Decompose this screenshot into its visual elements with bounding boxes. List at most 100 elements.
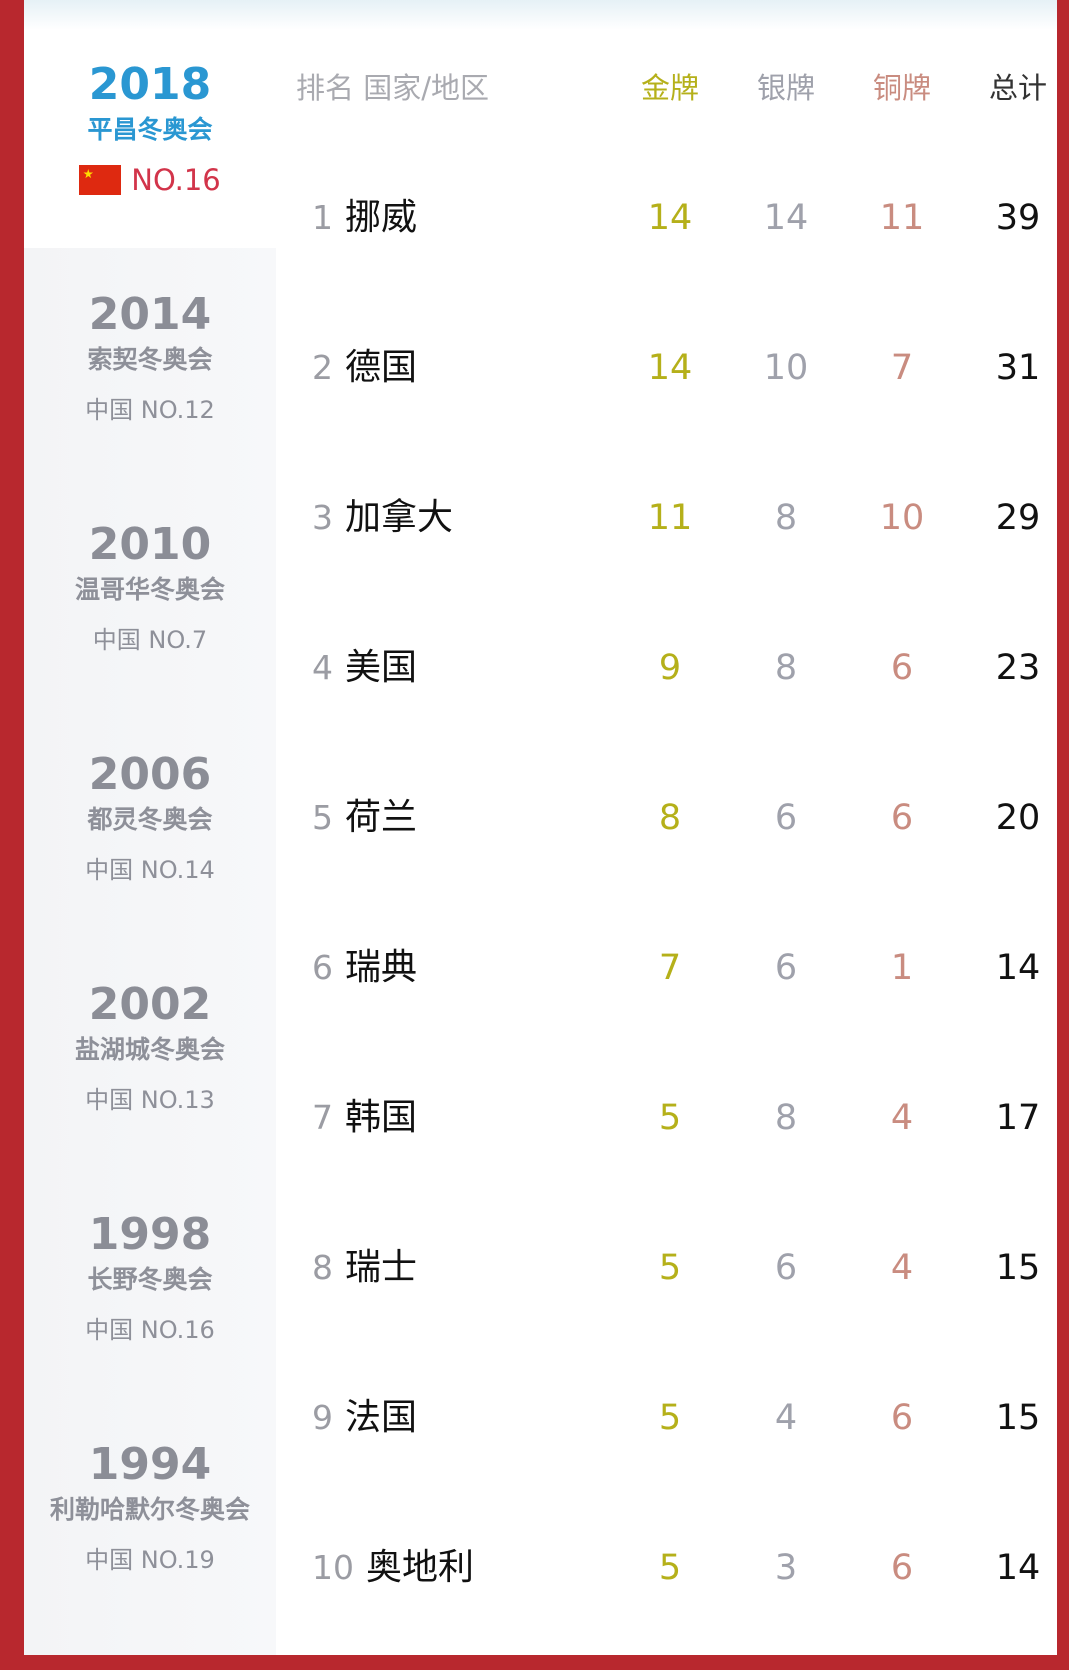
bronze-count: 6 — [890, 798, 914, 838]
china-rank: 中国 NO.14 — [85, 856, 215, 884]
china-rank: 中国 NO.12 — [85, 396, 215, 424]
table-row: 8 瑞士 5 6 4 15 — [296, 1238, 1057, 1298]
rank: 2 — [312, 348, 333, 387]
country: 韩国 — [345, 1097, 418, 1138]
games-item-2014[interactable]: 2014 索契冬奥会中国 NO.12 — [24, 290, 276, 520]
total-count: 39 — [995, 198, 1041, 238]
total-count: 17 — [995, 1098, 1041, 1138]
rank-country-cell: 8 瑞士 — [296, 1238, 612, 1298]
gold-count: 5 — [658, 1398, 682, 1438]
bronze-count: 1 — [890, 948, 914, 988]
gold-count: 5 — [658, 1548, 682, 1588]
games-name: 平昌冬奥会 — [87, 115, 213, 144]
games-year: 1994 — [88, 1439, 212, 1490]
rank-country-cell: 6 瑞典 — [296, 938, 612, 998]
bronze-count: 11 — [879, 198, 925, 238]
total-count: 23 — [995, 648, 1041, 688]
bronze-count: 4 — [890, 1248, 914, 1288]
china-rank-text: NO.16 — [131, 163, 221, 197]
table-row: 3 加拿大 11 8 10 29 — [296, 488, 1057, 548]
gold-count: 5 — [658, 1098, 682, 1138]
bronze-count: 6 — [890, 1548, 914, 1588]
china-rank: 中国 NO.13 — [85, 1086, 215, 1114]
games-item-2006[interactable]: 2006 都灵冬奥会 中国 NO.14 — [24, 750, 276, 980]
rank: 7 — [312, 1098, 333, 1137]
gold-count: 11 — [647, 498, 693, 538]
games-year: 1998 — [88, 1209, 212, 1260]
bronze-count: 6 — [890, 648, 914, 688]
bronze-count: 10 — [879, 498, 925, 538]
silver-count: 3 — [774, 1548, 798, 1588]
games-year: 2014 — [88, 289, 212, 340]
table-row: 7 韩国 5 8 4 17 — [296, 1088, 1057, 1148]
games-item-1994[interactable]: 1994 利勒哈默尔冬奥会 中国 NO.19 — [24, 1440, 276, 1670]
table-row: 1 挪威 14 14 11 39 — [296, 188, 1057, 248]
silver-count: 6 — [774, 1248, 798, 1288]
games-year: 2010 — [88, 519, 212, 570]
china-flag-icon — [79, 165, 122, 195]
bronze-count: 4 — [890, 1098, 914, 1138]
silver-count: 6 — [774, 798, 798, 838]
gold-count: 8 — [658, 798, 682, 838]
bronze-count: 7 — [890, 348, 914, 388]
rank-country-cell: 1 挪威 — [296, 188, 612, 248]
silver-count: 6 — [774, 948, 798, 988]
table-row: 9 法国 5 4 6 15 — [296, 1388, 1057, 1448]
silver-count: 8 — [774, 648, 798, 688]
games-sidebar — [24, 248, 276, 1655]
total-count: 31 — [995, 348, 1041, 388]
games-name: 索契冬奥会 — [87, 345, 213, 374]
country: 奥地利 — [366, 1547, 475, 1588]
rank-country-cell: 10 奥地利 — [296, 1538, 612, 1598]
rank-country-cell: 5 荷兰 — [296, 788, 612, 848]
games-item-2018[interactable]: 2018 平昌冬奥会 NO.16 — [24, 60, 276, 290]
total-count: 14 — [995, 948, 1041, 988]
rank-country-cell: 9 法国 — [296, 1388, 612, 1448]
games-item-2010[interactable]: 2010 温哥华冬奥会 中国 NO.7 — [24, 520, 276, 750]
games-year: 2002 — [88, 979, 212, 1030]
bronze-count: 6 — [890, 1398, 914, 1438]
china-rank: 中国 NO.7 — [92, 626, 208, 654]
rank-country-cell: 3 加拿大 — [296, 488, 612, 548]
china-rank: 中国 NO.16 — [85, 1316, 215, 1344]
country: 美国 — [345, 647, 418, 688]
country: 加拿大 — [345, 497, 454, 538]
rank: 1 — [312, 198, 333, 237]
games-item-1998[interactable]: 1998 长野冬奥会中国 NO.16 — [24, 1210, 276, 1440]
games-list: 2018 平昌冬奥会 NO.16 2014 索契冬奥会中国 NO.12 2010 温哥华冬奥… — [24, 60, 276, 1670]
rank-country-cell: 4 美国 — [296, 638, 612, 698]
country: 荷兰 — [345, 797, 418, 838]
rank-country-cell: 2 德国 — [296, 338, 612, 398]
table-row: 4 美国 9 8 6 23 — [296, 638, 1057, 698]
total-count: 15 — [995, 1398, 1041, 1438]
rank: 5 — [312, 798, 333, 837]
silver-count: 8 — [774, 498, 798, 538]
total-count: 14 — [995, 1548, 1041, 1588]
gold-count: 9 — [658, 648, 682, 688]
header-rank-country: 排名 国家/地区 — [296, 71, 489, 105]
header-bronze: 铜牌 — [872, 71, 931, 105]
games-name: 长野冬奥会 — [87, 1265, 213, 1294]
table-row: 6 瑞典 7 6 1 14 — [296, 938, 1057, 998]
country: 法国 — [345, 1397, 418, 1438]
rank: 4 — [312, 648, 333, 687]
table-row: 2 德国 14 10 7 31 — [296, 338, 1057, 398]
rank: 8 — [312, 1248, 333, 1287]
games-item-2002[interactable]: 2002 盐湖城冬奥会 中国 NO.13 — [24, 980, 276, 1210]
silver-count: 10 — [763, 348, 809, 388]
games-year: 2006 — [88, 749, 212, 800]
games-name: 利勒哈默尔冬奥会 — [49, 1495, 250, 1524]
games-name: 盐湖城冬奥会 — [74, 1035, 225, 1064]
table-header: 排名 国家/地区 金牌 银牌 铜牌 总计 — [296, 68, 1057, 108]
games-name: 温哥华冬奥会 — [74, 575, 225, 604]
header-total: 总计 — [988, 71, 1047, 105]
games-year: 2018 — [88, 59, 212, 110]
silver-count: 8 — [774, 1098, 798, 1138]
total-count: 20 — [995, 798, 1041, 838]
gold-count: 14 — [647, 348, 693, 388]
top-banner-fade — [24, 0, 1057, 30]
total-count: 29 — [995, 498, 1041, 538]
medal-table-panel: 2018 平昌冬奥会 NO.16 2014 索契冬奥会 中国 NO.12 2010 温哥华冬奥… — [24, 0, 1057, 1655]
silver-count: 4 — [774, 1398, 798, 1438]
country: 瑞士 — [345, 1247, 418, 1288]
